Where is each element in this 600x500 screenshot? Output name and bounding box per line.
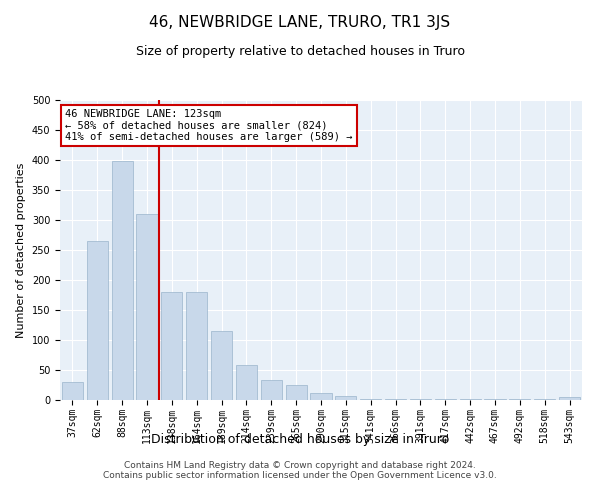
Bar: [261, 380, 282, 400]
Bar: [286, 385, 307, 400]
Bar: [62, 382, 83, 400]
Y-axis label: Number of detached properties: Number of detached properties: [16, 162, 26, 338]
Text: Distribution of detached houses by size in Truro: Distribution of detached houses by size …: [151, 432, 449, 446]
Bar: [460, 399, 481, 400]
Bar: [310, 393, 332, 400]
Bar: [360, 399, 381, 400]
Bar: [559, 397, 580, 400]
Bar: [236, 365, 257, 400]
Bar: [161, 292, 182, 400]
Bar: [509, 399, 530, 400]
Bar: [112, 161, 133, 400]
Text: 46, NEWBRIDGE LANE, TRURO, TR1 3JS: 46, NEWBRIDGE LANE, TRURO, TR1 3JS: [149, 15, 451, 30]
Bar: [534, 399, 555, 400]
Text: Size of property relative to detached houses in Truro: Size of property relative to detached ho…: [136, 45, 464, 58]
Bar: [435, 399, 456, 400]
Bar: [410, 399, 431, 400]
Text: Contains HM Land Registry data © Crown copyright and database right 2024.
Contai: Contains HM Land Registry data © Crown c…: [103, 460, 497, 480]
Bar: [186, 292, 207, 400]
Text: 46 NEWBRIDGE LANE: 123sqm
← 58% of detached houses are smaller (824)
41% of semi: 46 NEWBRIDGE LANE: 123sqm ← 58% of detac…: [65, 109, 353, 142]
Bar: [136, 214, 158, 400]
Bar: [385, 399, 406, 400]
Bar: [484, 399, 506, 400]
Bar: [211, 331, 232, 400]
Bar: [87, 241, 108, 400]
Bar: [335, 396, 356, 400]
